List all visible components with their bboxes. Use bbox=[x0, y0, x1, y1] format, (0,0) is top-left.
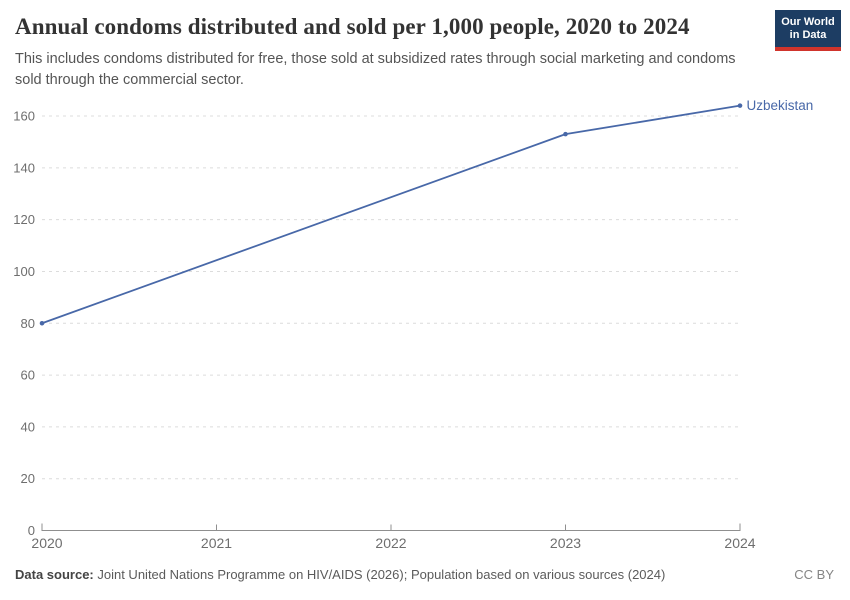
x-tick-label: 2022 bbox=[375, 535, 406, 551]
series-end-label[interactable]: Uzbekistan bbox=[747, 98, 814, 113]
y-tick-label: 140 bbox=[13, 160, 35, 175]
x-tick-label: 2020 bbox=[31, 535, 62, 551]
data-point[interactable] bbox=[737, 103, 743, 108]
data-source-note: Data source: Joint United Nations Progra… bbox=[15, 567, 665, 582]
license-badge[interactable]: CC BY bbox=[794, 567, 834, 582]
y-tick-label: 20 bbox=[21, 471, 35, 486]
y-tick-label: 60 bbox=[21, 368, 35, 383]
data-source-label: Data source: bbox=[15, 567, 94, 582]
y-tick-label: 100 bbox=[13, 264, 35, 279]
y-tick-label: 0 bbox=[28, 523, 35, 538]
page-title: Annual condoms distributed and sold per … bbox=[15, 14, 690, 39]
x-tick-label: 2023 bbox=[550, 535, 581, 551]
y-tick-label: 160 bbox=[13, 109, 35, 124]
x-tick-label: 2021 bbox=[201, 535, 232, 551]
chart-subtitle: This includes condoms distributed for fr… bbox=[15, 51, 736, 89]
data-point[interactable] bbox=[563, 131, 568, 137]
data-point[interactable] bbox=[39, 320, 45, 326]
data-source-text: Joint United Nations Programme on HIV/AI… bbox=[93, 567, 666, 582]
owid-logo-line1: Our World bbox=[781, 16, 835, 28]
chart-footer: Data source: Joint United Nations Progra… bbox=[15, 567, 834, 582]
series-line[interactable] bbox=[41, 104, 741, 325]
owid-logo-line2: in Data bbox=[789, 29, 827, 41]
x-tick-label: 2024 bbox=[724, 535, 755, 551]
y-tick-label: 40 bbox=[21, 419, 35, 434]
y-tick-label: 80 bbox=[21, 316, 35, 331]
owid-logo[interactable]: Our World in Data bbox=[775, 10, 841, 51]
y-tick-label: 120 bbox=[13, 212, 35, 227]
